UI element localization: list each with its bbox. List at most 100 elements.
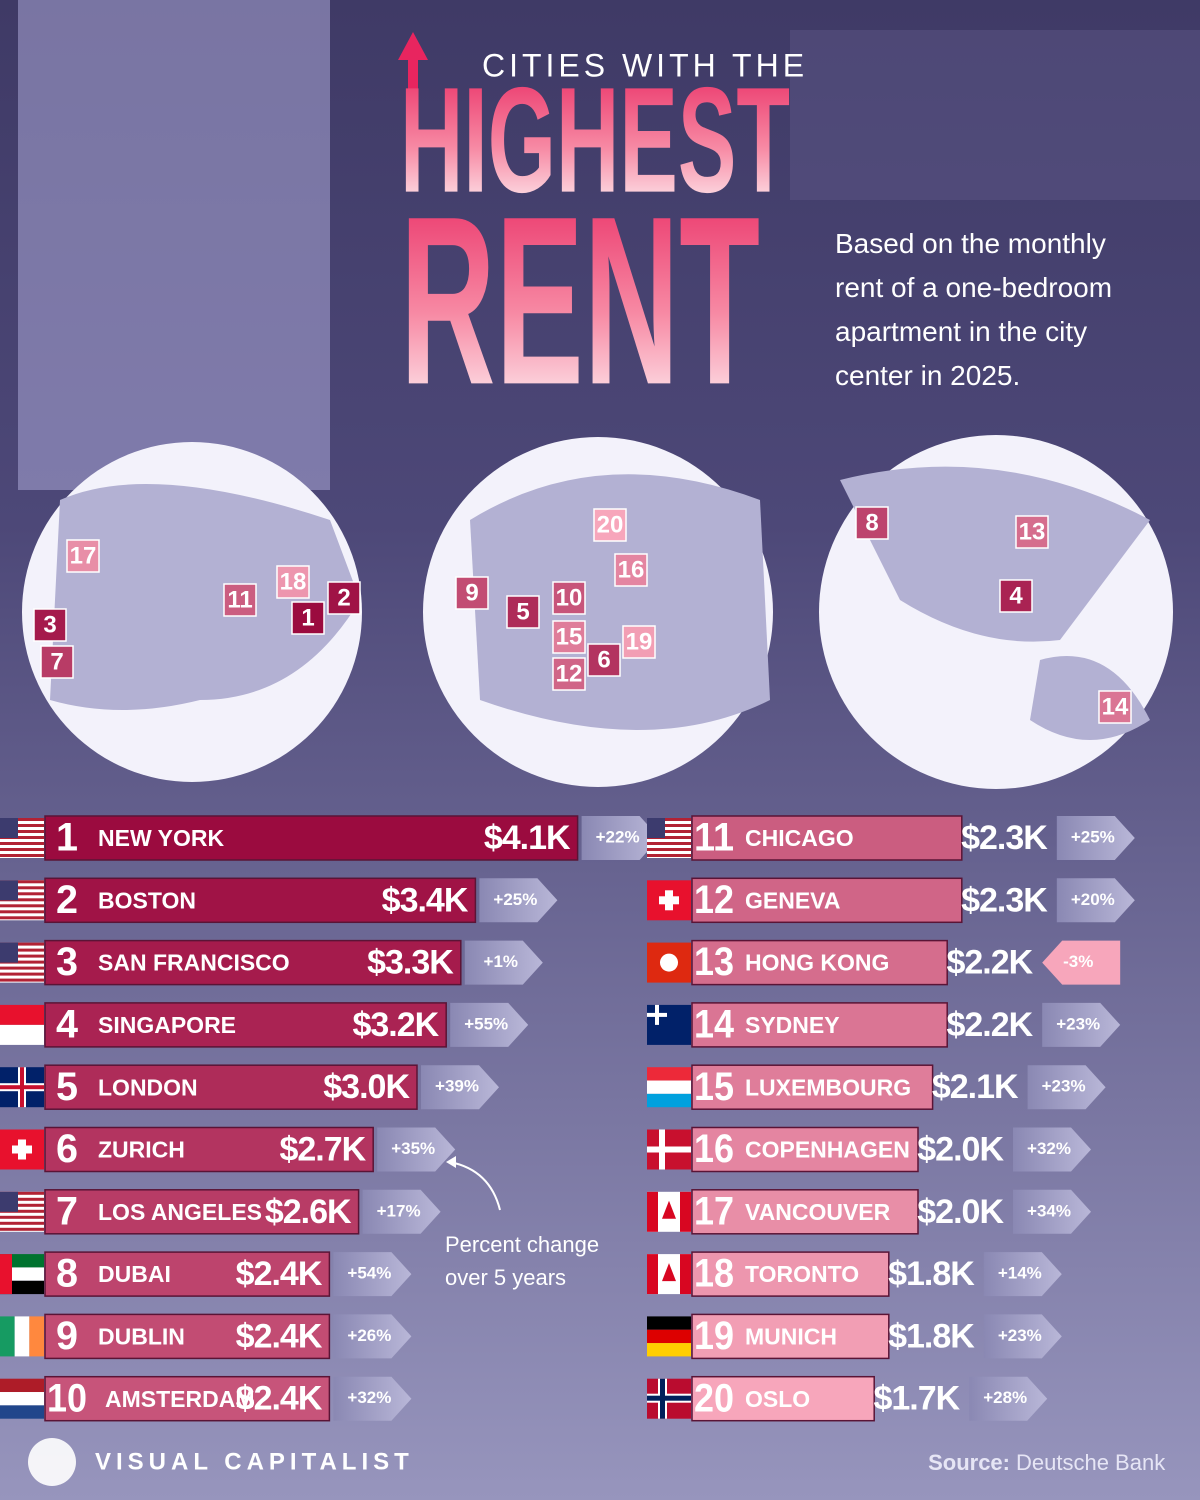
change-label: +23%: [1042, 1077, 1086, 1096]
rank: 1: [56, 816, 78, 860]
flag: [647, 1254, 658, 1295]
change-arrow: [1013, 1189, 1091, 1234]
value-label: $2.0K: [917, 1193, 1004, 1231]
flag: [0, 904, 44, 908]
rank: 18: [694, 1252, 734, 1296]
map-marker-label: 11: [227, 586, 252, 613]
city: SINGAPORE: [98, 1012, 236, 1038]
map-marker-label: 15: [556, 623, 583, 650]
city: SAN FRANCISCO: [98, 950, 290, 976]
flag: [647, 836, 691, 839]
change-label: +25%: [493, 890, 537, 909]
bar: [691, 1126, 919, 1173]
city: COPENHAGEN: [745, 1137, 910, 1163]
map-marker: [291, 601, 325, 635]
flag: [29, 1316, 44, 1357]
change-label: +23%: [1056, 1014, 1100, 1033]
rank: 10: [47, 1376, 87, 1420]
bar: [44, 1189, 360, 1235]
flag: [0, 1203, 44, 1207]
flag: [0, 1316, 15, 1357]
value-label: $4.1K: [484, 819, 571, 857]
change-arrow: [1013, 1127, 1091, 1172]
flag: [680, 1254, 691, 1295]
flag: [0, 966, 44, 970]
rank: 8: [56, 1252, 78, 1296]
rank: 6: [56, 1127, 78, 1171]
map-marker: [552, 620, 586, 654]
flag: [0, 1392, 44, 1406]
bar: [44, 815, 579, 861]
building-photo: [18, 0, 330, 490]
source-label: Source:: [928, 1450, 1010, 1475]
rank: 3: [56, 940, 78, 984]
flag: [647, 1067, 691, 1081]
change-label: +22%: [596, 827, 640, 846]
change-label: +1%: [484, 952, 519, 971]
bar: [691, 1064, 934, 1110]
bar: [691, 815, 963, 861]
map-marker: [587, 643, 621, 677]
bar: [44, 1375, 331, 1422]
city: OSLO: [745, 1386, 810, 1412]
flag: [0, 892, 44, 896]
change-label: +23%: [998, 1326, 1042, 1345]
value-label: $1.8K: [888, 1317, 975, 1355]
flag: [647, 1093, 691, 1108]
skyline: [790, 30, 1200, 200]
value-label: $2.4K: [236, 1380, 323, 1418]
bar: [44, 939, 462, 986]
flag: [0, 1215, 44, 1219]
value-label: $2.4K: [236, 1317, 323, 1355]
logo: [28, 1438, 76, 1486]
change-arrow: [1042, 1002, 1121, 1047]
change-label: +20%: [1071, 890, 1115, 909]
flag: [647, 1191, 658, 1232]
flag: [0, 1378, 44, 1393]
change-arrow: [362, 1189, 441, 1234]
flag: [0, 830, 44, 833]
bar: [44, 877, 477, 924]
flag: [647, 1329, 691, 1344]
value-label: $1.7K: [873, 1380, 960, 1418]
map-marker: [855, 506, 889, 540]
change-arrow: [333, 1376, 412, 1421]
flag: [647, 854, 691, 857]
value-label: $3.0K: [323, 1068, 410, 1106]
flag: [0, 1405, 44, 1419]
flag: [0, 818, 44, 821]
change-arrow: [1056, 816, 1135, 860]
map-marker: [506, 595, 540, 629]
city: HONG KONG: [745, 950, 889, 976]
flag: [0, 960, 44, 964]
change-arrow: [1027, 1065, 1106, 1110]
title-arrow: [398, 32, 428, 190]
flag: [0, 818, 18, 838]
change-label: +55%: [464, 1014, 508, 1033]
city: NEW YORK: [98, 825, 224, 851]
map-marker: [552, 657, 586, 691]
city: GENEVA: [745, 887, 840, 913]
change-label: +28%: [983, 1388, 1027, 1407]
map-marker-label: 3: [43, 611, 56, 638]
flag: [660, 953, 678, 972]
map-marker-label: 19: [626, 628, 653, 655]
map-marker-label: 18: [280, 568, 307, 595]
map-marker-label: 2: [337, 584, 350, 611]
change-arrow: [479, 878, 558, 923]
flag: [647, 1080, 691, 1094]
flag: [0, 942, 44, 946]
map-marker-label: 5: [516, 598, 529, 625]
flag: [662, 1263, 676, 1282]
flag: [662, 1200, 676, 1219]
flag: [647, 1395, 691, 1401]
change-arrow: [969, 1376, 1048, 1421]
land: [470, 474, 770, 730]
map-marker-label: 7: [50, 648, 63, 675]
bar: [691, 877, 963, 924]
rank: 13: [694, 940, 734, 984]
title-main: RENT: [400, 166, 760, 434]
value-label: $1.8K: [888, 1255, 975, 1293]
value-label: $2.7K: [279, 1130, 366, 1168]
